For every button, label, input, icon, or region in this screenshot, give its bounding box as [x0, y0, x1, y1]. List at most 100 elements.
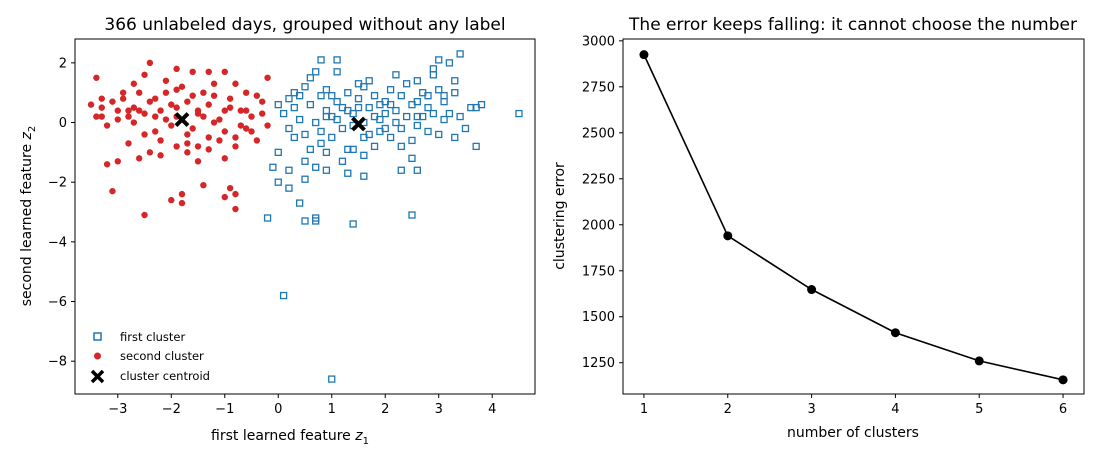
first-cluster-point	[317, 92, 325, 100]
first-cluster-point	[349, 220, 357, 228]
first-cluster-point	[461, 124, 470, 133]
first-cluster-point	[279, 291, 288, 300]
second-cluster-point	[210, 80, 218, 87]
first-cluster-point	[338, 124, 347, 133]
second-cluster-point	[221, 193, 228, 201]
second-cluster-point	[205, 68, 212, 76]
first-cluster-point	[269, 163, 277, 171]
second-cluster-point	[146, 59, 154, 67]
first-cluster-point	[296, 115, 304, 124]
second-cluster-point	[194, 143, 202, 150]
error-point	[639, 50, 649, 60]
second-cluster-point	[221, 128, 228, 135]
legend-circle-marker	[94, 352, 101, 360]
first-cluster-point	[413, 97, 421, 106]
first-cluster-point	[344, 106, 352, 115]
error-ytick-label: 1250	[582, 356, 615, 371]
first-cluster-point	[274, 178, 282, 186]
second-cluster-point	[152, 95, 159, 102]
second-cluster-point	[141, 211, 148, 219]
second-cluster-point	[184, 140, 191, 147]
first-cluster-point	[392, 106, 400, 115]
first-cluster-point	[408, 154, 416, 162]
first-cluster-point	[392, 71, 400, 79]
second-cluster-point	[205, 101, 212, 108]
second-cluster-point	[194, 107, 202, 114]
second-cluster-point	[253, 137, 261, 144]
second-cluster-point	[87, 101, 95, 108]
second-cluster-point	[98, 104, 105, 111]
second-cluster-point	[93, 74, 100, 81]
first-cluster-point	[424, 103, 432, 112]
scatter-xtick-label: 3	[435, 402, 443, 417]
first-cluster-point	[408, 136, 416, 145]
first-cluster-point	[301, 130, 309, 139]
first-cluster-point	[440, 92, 448, 100]
first-cluster-point	[328, 92, 336, 100]
second-cluster-point	[152, 128, 159, 135]
second-cluster-point	[146, 98, 154, 105]
second-cluster-point	[253, 92, 261, 99]
second-cluster-point	[194, 158, 202, 165]
first-cluster-point	[338, 157, 347, 165]
first-cluster-point	[317, 139, 325, 148]
centroid-marker	[174, 112, 190, 127]
second-cluster-point	[216, 137, 223, 144]
second-cluster-point	[184, 149, 191, 156]
first-cluster-point	[279, 109, 288, 118]
second-cluster-point	[109, 98, 116, 105]
first-cluster-point	[263, 214, 272, 222]
first-cluster-point	[306, 145, 314, 154]
second-cluster-point	[216, 116, 223, 123]
first-cluster-point	[322, 106, 331, 115]
second-cluster-point	[178, 83, 186, 90]
second-cluster-point	[178, 199, 186, 207]
scatter-xtick-label: −1	[215, 402, 234, 417]
error-line	[639, 50, 1068, 385]
first-cluster-point	[381, 109, 389, 118]
error-ytick-label: 2500	[582, 126, 615, 141]
scatter-points	[87, 50, 523, 383]
first-cluster-point	[354, 103, 363, 112]
first-cluster-point	[397, 92, 405, 100]
error-ytick-label: 2250	[582, 172, 615, 187]
first-cluster-point	[429, 109, 438, 118]
error-frame	[622, 38, 1085, 395]
first-cluster-point	[370, 112, 379, 121]
error-ytick-label: 1500	[582, 310, 615, 325]
first-cluster-point	[312, 68, 320, 76]
second-cluster-point	[168, 101, 175, 108]
first-cluster-point	[312, 163, 320, 171]
second-cluster-point	[141, 110, 148, 117]
error-series-line	[643, 54, 1064, 381]
first-cluster-point	[397, 142, 405, 151]
second-cluster-point	[232, 205, 239, 213]
first-cluster-point	[317, 56, 325, 64]
legend-square-marker	[93, 332, 102, 341]
error-point	[974, 356, 984, 366]
first-cluster-point	[333, 56, 341, 64]
first-cluster-point	[312, 214, 320, 222]
scatter-ytick-label: −6	[48, 295, 67, 310]
second-cluster-point	[259, 110, 266, 117]
second-cluster-point	[242, 89, 250, 96]
first-cluster-point	[328, 133, 336, 142]
error-xtick-label: 3	[807, 402, 815, 417]
second-cluster-point	[226, 104, 234, 111]
second-cluster-point	[141, 71, 148, 78]
first-cluster-point	[312, 118, 320, 127]
scatter-xtick-label: 2	[381, 402, 389, 417]
second-cluster-point	[130, 80, 138, 87]
first-cluster-point	[301, 157, 309, 165]
second-cluster-point	[189, 68, 196, 76]
scatter-ytick-label: −4	[48, 235, 67, 250]
error-xtick-label: 6	[1059, 402, 1067, 417]
error-ytick-label: 1750	[582, 264, 615, 279]
first-cluster-point	[456, 112, 464, 121]
second-cluster-point	[162, 116, 170, 123]
second-cluster-point	[232, 143, 239, 150]
second-cluster-point	[173, 104, 180, 111]
scatter-frame	[74, 38, 536, 395]
first-cluster-point	[317, 127, 325, 136]
